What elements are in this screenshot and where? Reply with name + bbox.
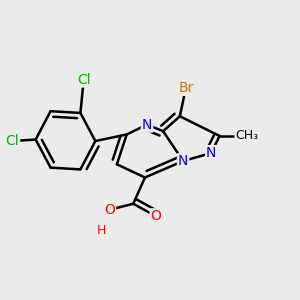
Text: N: N [206, 146, 216, 160]
Text: H: H [97, 224, 106, 237]
Text: N: N [142, 118, 152, 132]
Text: CH₃: CH₃ [236, 130, 259, 142]
Text: Cl: Cl [5, 134, 19, 148]
Text: N: N [178, 154, 188, 168]
Text: O: O [151, 209, 161, 223]
Text: Br: Br [178, 81, 194, 95]
Text: Cl: Cl [77, 73, 91, 86]
Text: O: O [104, 203, 115, 217]
